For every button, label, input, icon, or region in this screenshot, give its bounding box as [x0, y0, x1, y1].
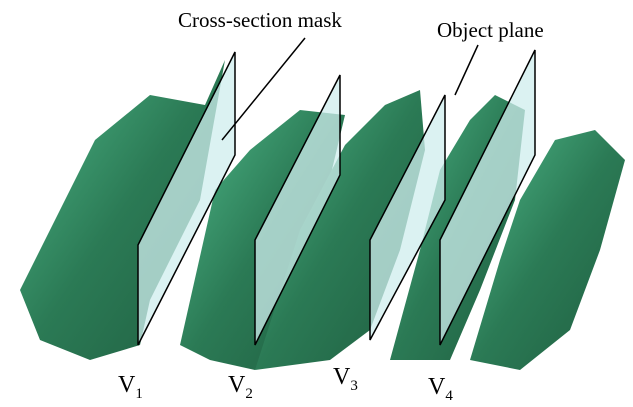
plane-label: Object plane [437, 18, 544, 42]
volume-index: 3 [350, 378, 358, 394]
volume-label: V3 [333, 364, 358, 394]
volume-label: V1 [118, 372, 143, 402]
volume-index: 1 [135, 386, 143, 402]
volume-label: V4 [428, 374, 453, 404]
volume-index: 2 [245, 386, 253, 402]
volume-letter: V [333, 364, 351, 390]
leader-plane [455, 45, 478, 95]
volume-letter: V [228, 372, 246, 398]
volume-label: V2 [228, 372, 253, 402]
volume-index: 4 [445, 388, 453, 404]
mask-label: Cross-section mask [178, 8, 342, 32]
volume-letter: V [428, 374, 446, 400]
figure: Cross-section mask Object plane V1V2V3V4 [0, 0, 633, 407]
volume-letter: V [118, 372, 136, 398]
